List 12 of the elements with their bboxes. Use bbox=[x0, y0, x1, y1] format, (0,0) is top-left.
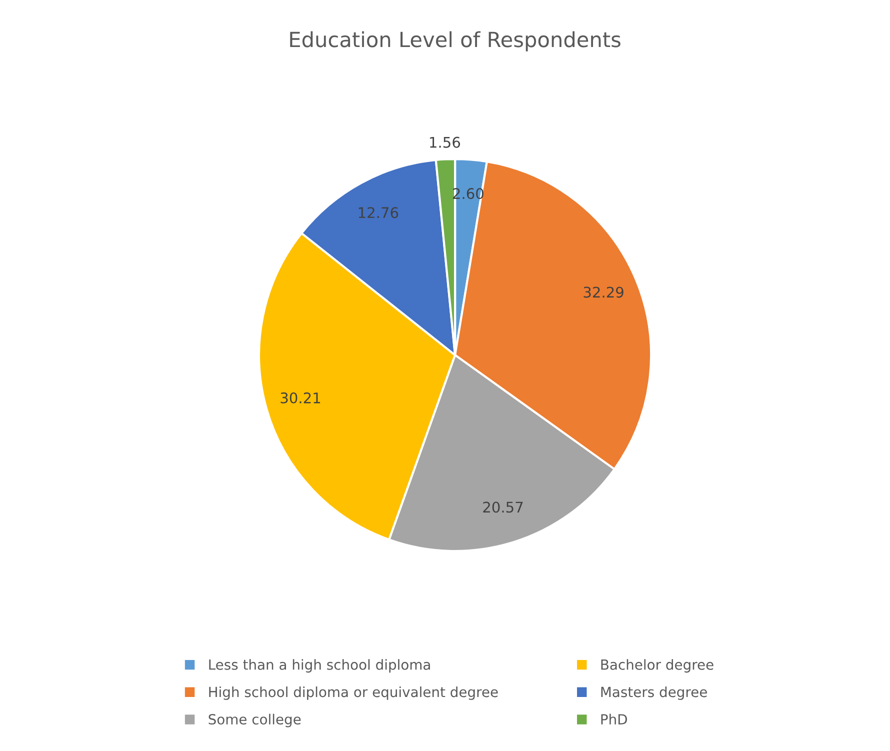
data-label: 20.57 bbox=[483, 502, 523, 513]
chart-title: Education Level of Respondents bbox=[290, 31, 620, 52]
legend-label: Some college bbox=[208, 714, 301, 728]
legend-label: Masters degree bbox=[601, 686, 707, 700]
data-label: 32.29 bbox=[584, 286, 624, 298]
data-label: 1.56 bbox=[430, 136, 460, 148]
legend-label: PhD bbox=[601, 714, 627, 724]
legend-label: High school diploma or equivalent degree bbox=[209, 686, 498, 700]
legend-label: Less than a high school diploma bbox=[209, 659, 430, 673]
data-label: 30.21 bbox=[280, 392, 320, 404]
legend-label: Bachelor degree bbox=[601, 659, 714, 673]
data-label: 12.76 bbox=[358, 207, 398, 218]
